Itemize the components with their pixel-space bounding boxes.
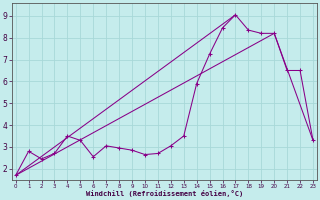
X-axis label: Windchill (Refroidissement éolien,°C): Windchill (Refroidissement éolien,°C) <box>86 190 243 197</box>
